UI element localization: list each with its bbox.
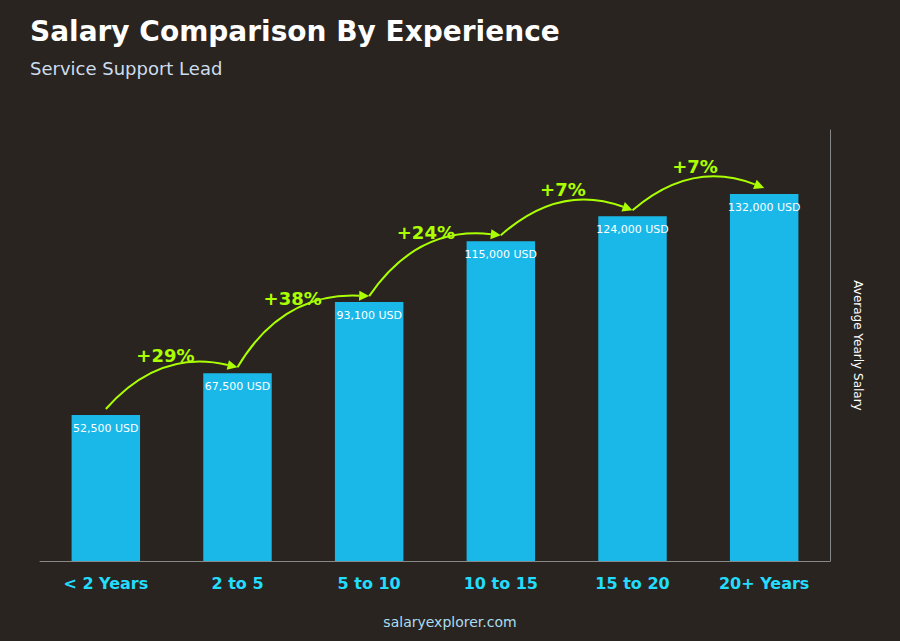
svg-text:20+ Years: 20+ Years (719, 574, 809, 593)
svg-text:+29%: +29% (136, 345, 194, 366)
svg-text:124,000 USD: 124,000 USD (596, 223, 669, 236)
svg-text:115,000 USD: 115,000 USD (465, 248, 538, 261)
svg-text:Service Support Lead: Service Support Lead (30, 58, 222, 79)
svg-text:< 2 Years: < 2 Years (63, 574, 148, 593)
svg-text:15 to 20: 15 to 20 (595, 574, 669, 593)
svg-text:salaryexplorer.com: salaryexplorer.com (383, 614, 516, 630)
svg-text:132,000 USD: 132,000 USD (728, 201, 801, 214)
svg-text:Average Yearly Salary: Average Yearly Salary (851, 280, 865, 410)
svg-text:52,500 USD: 52,500 USD (73, 422, 139, 435)
svg-text:+7%: +7% (540, 179, 586, 200)
svg-text:+38%: +38% (264, 288, 322, 309)
svg-text:+7%: +7% (672, 156, 718, 177)
svg-text:67,500 USD: 67,500 USD (205, 380, 271, 393)
svg-text:+24%: +24% (397, 222, 455, 243)
svg-text:Salary Comparison By Experienc: Salary Comparison By Experience (30, 15, 560, 48)
svg-text:10 to 15: 10 to 15 (464, 574, 538, 593)
svg-text:5 to 10: 5 to 10 (338, 574, 401, 593)
svg-text:2 to 5: 2 to 5 (211, 574, 263, 593)
svg-text:93,100 USD: 93,100 USD (336, 309, 402, 322)
